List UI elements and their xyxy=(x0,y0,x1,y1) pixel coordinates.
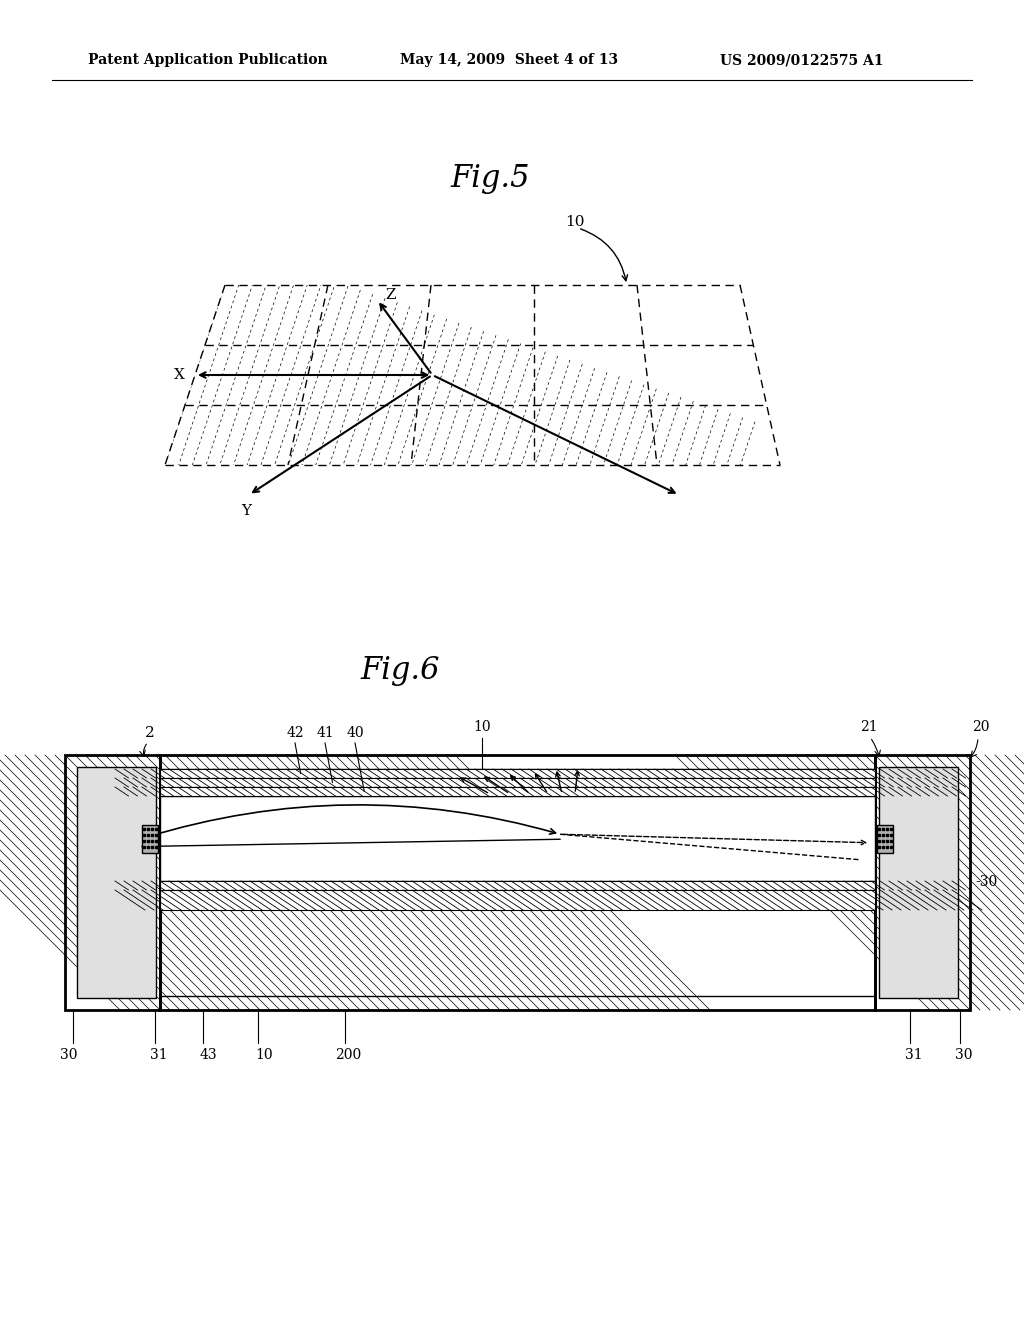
Text: 21: 21 xyxy=(860,719,878,734)
Text: 20: 20 xyxy=(972,719,989,734)
Text: 31: 31 xyxy=(150,1048,168,1063)
Text: Fig.5: Fig.5 xyxy=(451,162,529,194)
Bar xyxy=(142,825,158,853)
Text: 30: 30 xyxy=(955,1048,973,1063)
Bar xyxy=(879,767,958,998)
Text: 42: 42 xyxy=(286,726,304,741)
Text: US 2009/0122575 A1: US 2009/0122575 A1 xyxy=(720,53,884,67)
Bar xyxy=(65,755,160,1010)
Text: X: X xyxy=(174,368,185,381)
Text: Patent Application Publication: Patent Application Publication xyxy=(88,53,328,67)
Bar xyxy=(874,755,970,1010)
Bar xyxy=(160,787,874,796)
Text: 2: 2 xyxy=(145,726,155,741)
Text: -30: -30 xyxy=(975,875,997,890)
Text: 31: 31 xyxy=(905,1048,923,1063)
Text: 41: 41 xyxy=(316,726,334,741)
Bar xyxy=(877,825,893,853)
Text: May 14, 2009  Sheet 4 of 13: May 14, 2009 Sheet 4 of 13 xyxy=(400,53,618,67)
Text: 10: 10 xyxy=(473,719,490,734)
Bar xyxy=(160,755,874,770)
Text: 111: 111 xyxy=(530,836,557,850)
Text: Y: Y xyxy=(241,504,251,517)
Text: 110: 110 xyxy=(310,836,337,850)
Bar xyxy=(160,890,874,909)
Text: 10: 10 xyxy=(565,215,585,228)
Bar xyxy=(160,880,874,890)
Bar xyxy=(160,796,874,880)
Bar xyxy=(160,770,874,777)
Bar xyxy=(160,777,874,787)
Text: 40: 40 xyxy=(346,726,364,741)
Text: Z: Z xyxy=(385,288,396,302)
Text: Fig.6: Fig.6 xyxy=(360,655,439,685)
Text: 43: 43 xyxy=(200,1048,218,1063)
Bar xyxy=(160,997,874,1010)
Text: 30: 30 xyxy=(60,1048,78,1063)
Bar xyxy=(160,755,874,1010)
Text: 10: 10 xyxy=(255,1048,272,1063)
Bar xyxy=(77,767,156,998)
Text: 112: 112 xyxy=(490,849,516,862)
Text: 200: 200 xyxy=(335,1048,361,1063)
